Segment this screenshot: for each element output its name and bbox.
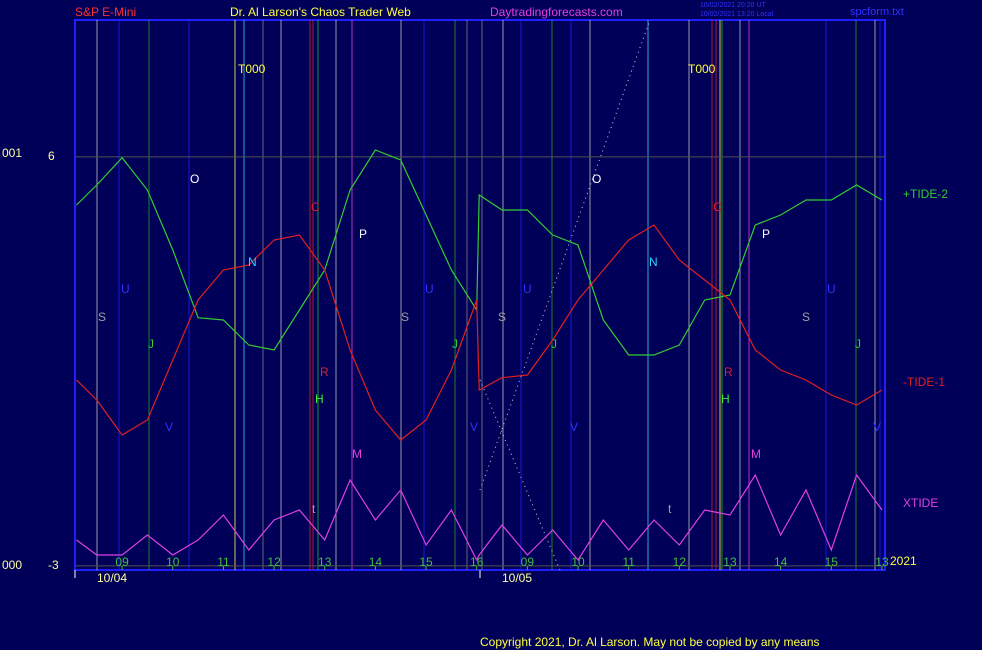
annotation: U <box>827 282 836 296</box>
symbol: S&P E-Mini <box>75 5 136 19</box>
annotation: J <box>855 337 861 351</box>
date-label: 10/04 <box>97 571 127 585</box>
x-tick-label: 09 <box>115 555 129 569</box>
annotation: P <box>762 227 770 241</box>
x-tick-label: 13 <box>318 555 332 569</box>
series-line <box>76 149 883 356</box>
planet-lines <box>96 20 881 570</box>
annotation: R <box>724 365 733 379</box>
x-tick-label: 10 <box>571 555 585 569</box>
annotation: V <box>570 420 578 434</box>
y-tick-label: -3 <box>48 558 59 572</box>
x-tick-label: 13 <box>723 555 737 569</box>
annotation: C <box>713 200 722 214</box>
plot-frame <box>74 19 886 571</box>
annotation: O <box>592 172 601 186</box>
x-tick-label: 09 <box>521 555 535 569</box>
x-tick-label: 11 <box>622 555 635 569</box>
annotation: V <box>165 420 173 434</box>
annotation: J <box>452 337 458 351</box>
y-prefix: 001 <box>2 146 22 160</box>
annotation: S <box>498 310 506 324</box>
series-line <box>76 473 883 562</box>
legend-label: -TIDE-1 <box>903 375 945 389</box>
x-tick-label: 10 <box>166 555 180 569</box>
timestamp: 10/02/2021 13:20 Local <box>700 11 774 18</box>
annotation: t <box>312 502 316 516</box>
annotation: V <box>873 420 881 434</box>
x-tick-label: 14 <box>774 555 788 569</box>
y-tick-label: 6 <box>48 149 55 163</box>
annotation: C <box>311 200 320 214</box>
site-title: Dr. Al Larson's Chaos Trader Web <box>230 5 411 19</box>
site-url: Daytradingforecasts.com <box>490 5 623 19</box>
date-label: 10/05 <box>502 571 532 585</box>
annotation: N <box>248 255 257 269</box>
annotation: S <box>802 310 810 324</box>
annotation: V <box>470 420 478 434</box>
x-tick-label: 12 <box>673 555 687 569</box>
x-tick-label: 15 <box>419 555 433 569</box>
annotation: t <box>668 502 672 516</box>
annotation: T000 <box>238 62 266 76</box>
annotation: S <box>98 310 106 324</box>
annotation: J <box>551 337 557 351</box>
annotation: M <box>352 447 362 461</box>
annotation: S <box>401 310 409 324</box>
annotation: U <box>523 282 532 296</box>
annotation: O <box>190 172 199 186</box>
x-tick-label: 11 <box>217 555 230 569</box>
x-tick-label: 14 <box>369 555 383 569</box>
annotation: H <box>721 392 730 406</box>
timestamp: 10/02/2021 20:20 UT <box>700 2 766 9</box>
annotation: H <box>315 392 324 406</box>
annotation: N <box>649 255 658 269</box>
x-tick-label: 12 <box>267 555 281 569</box>
copyright: Copyright 2021, Dr. Al Larson. May not b… <box>480 635 820 649</box>
legend-label: XTIDE <box>903 496 938 510</box>
annotation: P <box>359 227 367 241</box>
annotation: J <box>148 337 154 351</box>
legend-label: +TIDE-2 <box>903 187 948 201</box>
x-tick-label: 15 <box>825 555 839 569</box>
annotation: U <box>425 282 434 296</box>
series-line <box>76 224 883 441</box>
year: 2021 <box>890 554 917 568</box>
x-tick-label: 13 <box>875 555 889 569</box>
file-name: spcform.txt <box>850 6 904 18</box>
y-prefix: 000 <box>2 558 22 572</box>
x-tick-label: 16 <box>470 555 484 569</box>
annotation: U <box>121 282 130 296</box>
annotation: T000 <box>688 62 716 76</box>
annotation: R <box>320 365 329 379</box>
annotation: M <box>751 447 761 461</box>
